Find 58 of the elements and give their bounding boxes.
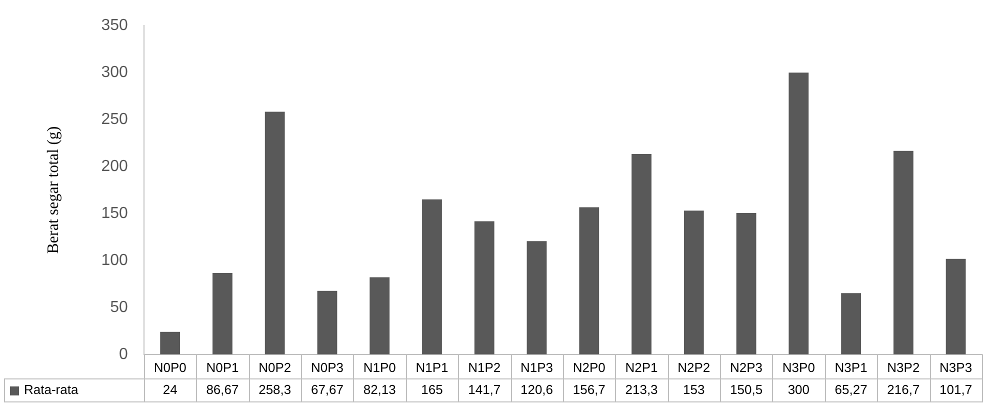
data-label: 82,13: [363, 382, 396, 397]
bar: [422, 199, 442, 354]
bar: [946, 258, 966, 354]
y-axis-title: Berat segar total (g): [44, 126, 62, 254]
bar: [893, 150, 914, 354]
y-tick-label: 250: [101, 110, 128, 128]
data-label: 150,5: [730, 382, 763, 397]
x-tick-label: N3P3: [940, 360, 972, 375]
x-tick-label: N0P2: [258, 360, 292, 375]
x-tick-label: N2P1: [625, 360, 658, 375]
bar: [160, 332, 180, 354]
data-label: 165: [421, 382, 443, 397]
x-tick-label: N0P3: [310, 360, 344, 375]
bar: [212, 272, 232, 354]
data-label: 120,6: [520, 382, 554, 397]
data-label: 101,7: [940, 382, 972, 397]
data-label: 86,67: [206, 382, 239, 397]
bar: [788, 72, 809, 354]
data-label: 213,3: [625, 382, 658, 397]
x-tick-label: N1P1: [416, 360, 448, 375]
bar: [370, 277, 390, 354]
bar: [841, 293, 861, 354]
y-tick-label: 50: [110, 298, 128, 316]
x-tick-label: N2P2: [678, 360, 710, 375]
legend-label: Rata-rata: [24, 382, 79, 397]
x-tick-label: N0P0: [154, 360, 186, 375]
bar: [736, 213, 756, 354]
data-label: 156,7: [572, 382, 606, 397]
bar: [632, 154, 652, 354]
data-label: 216,7: [887, 382, 920, 397]
x-tick-label: N1P0: [363, 360, 396, 375]
y-tick-label: 300: [101, 64, 128, 81]
x-tick-label: N3P1: [834, 360, 868, 375]
x-tick-label: N1P2: [468, 360, 501, 375]
data-label: 258,3: [258, 382, 292, 397]
x-tick-label: N3P0: [782, 360, 815, 375]
data-label: 300: [788, 382, 810, 397]
data-label: 65,27: [834, 382, 868, 397]
x-tick-label: N2P3: [730, 360, 763, 375]
x-tick-label: N3P2: [887, 360, 920, 375]
data-label: 67,67: [310, 382, 344, 397]
bar: [579, 207, 600, 354]
bar: [264, 112, 285, 354]
data-label: 141,7: [468, 382, 501, 397]
y-tick-label: 200: [101, 158, 128, 175]
y-tick-label: 0: [118, 346, 128, 363]
bar: [684, 210, 704, 354]
y-tick-label: 150: [101, 204, 128, 222]
bar: [526, 241, 547, 354]
x-tick-label: N1P3: [520, 360, 554, 375]
y-tick-label: 100: [101, 252, 128, 269]
x-tick-label: N2P0: [572, 360, 606, 375]
x-tick-label: N0P1: [206, 360, 239, 375]
y-tick-label: 350: [101, 17, 128, 34]
data-label: 153: [683, 382, 705, 397]
bar: [317, 290, 338, 354]
data-label: 24: [162, 382, 178, 397]
bar: [474, 221, 494, 354]
